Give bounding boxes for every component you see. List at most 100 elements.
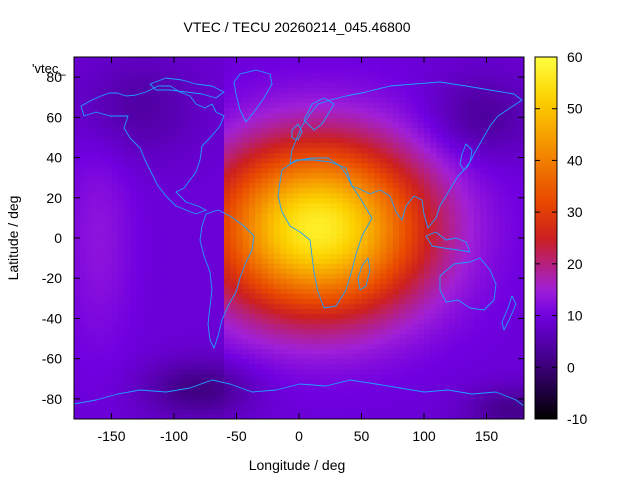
heatmap-cell (267, 373, 275, 380)
heatmap-cell (467, 112, 475, 118)
heatmap-cell (499, 368, 506, 375)
heatmap-cell (405, 268, 413, 274)
heatmap-cell (486, 137, 494, 144)
heatmap-cell (299, 197, 306, 204)
heatmap-cell (249, 72, 256, 78)
heatmap-cell (267, 308, 275, 315)
heatmap-cell (74, 333, 81, 340)
heatmap-cell (286, 288, 294, 294)
heatmap-cell (249, 263, 256, 269)
heatmap-cell (267, 147, 275, 154)
heatmap-cell (180, 217, 188, 224)
heatmap-cell (505, 328, 513, 335)
heatmap-cell (161, 243, 169, 249)
heatmap-cell (361, 147, 369, 154)
heatmap-cell (167, 358, 175, 365)
heatmap-cell (230, 368, 238, 375)
heatmap-cell (480, 102, 488, 108)
heatmap-cell (430, 112, 438, 118)
heatmap-cell (199, 212, 206, 219)
heatmap-cell (392, 318, 400, 325)
heatmap-cell (374, 278, 381, 284)
heatmap-cell (305, 373, 313, 380)
heatmap-cell (442, 107, 450, 113)
heatmap-cell (261, 77, 269, 83)
heatmap-cell (380, 293, 388, 299)
heatmap-cell (99, 358, 106, 365)
heatmap-cell (149, 107, 156, 113)
heatmap-cell (317, 273, 325, 279)
heatmap-cell (180, 117, 188, 123)
heatmap-cell (436, 353, 444, 360)
heatmap-cell (186, 243, 194, 249)
heatmap-cell (424, 308, 431, 315)
heatmap-cell (492, 117, 500, 123)
heatmap-cell (367, 323, 375, 330)
heatmap-cell (167, 373, 175, 380)
heatmap-cell (86, 388, 94, 395)
heatmap-cell (242, 92, 250, 98)
heatmap-cell (99, 378, 106, 385)
heatmap-cell (380, 117, 388, 123)
heatmap-cell (174, 363, 181, 370)
heatmap-cell (74, 293, 81, 299)
heatmap-cell (174, 122, 181, 128)
heatmap-cell (74, 112, 81, 118)
heatmap-cell (242, 308, 250, 315)
heatmap-cell (99, 253, 106, 259)
heatmap-cell (142, 187, 150, 194)
heatmap-cell (224, 222, 231, 229)
heatmap-cell (361, 112, 369, 118)
heatmap-cell (136, 202, 144, 209)
heatmap-cell (461, 212, 469, 219)
heatmap-cell (136, 212, 144, 219)
heatmap-cell (180, 263, 188, 269)
heatmap-cell (80, 253, 88, 259)
heatmap-cell (324, 353, 331, 360)
heatmap-cell (211, 147, 219, 154)
heatmap-cell (467, 388, 475, 395)
heatmap-cell (480, 212, 488, 219)
heatmap-cell (167, 383, 175, 390)
heatmap-cell (180, 303, 188, 309)
heatmap-cell (430, 107, 438, 113)
heatmap-cell (367, 167, 375, 174)
heatmap-cell (280, 87, 288, 93)
heatmap-cell (92, 127, 100, 134)
heatmap-cell (117, 248, 125, 254)
heatmap-cell (474, 388, 481, 395)
heatmap-cell (442, 162, 450, 169)
heatmap-cell (274, 268, 281, 274)
heatmap-cell (305, 137, 313, 144)
heatmap-cell (380, 318, 388, 325)
heatmap-cell (442, 87, 450, 93)
heatmap-cell (324, 187, 331, 194)
heatmap-cell (336, 263, 344, 269)
heatmap-cell (424, 263, 431, 269)
heatmap-cell (449, 127, 456, 134)
heatmap-cell (355, 182, 363, 189)
heatmap-cell (105, 373, 113, 380)
heatmap-cell (149, 137, 156, 144)
heatmap-cell (405, 283, 413, 289)
heatmap-cell (299, 117, 306, 123)
heatmap-cell (461, 57, 469, 63)
heatmap-cell (436, 253, 444, 259)
heatmap-cell (92, 393, 100, 400)
heatmap-cell (330, 167, 338, 174)
heatmap-cell (499, 398, 506, 405)
heatmap-cell (174, 308, 181, 315)
heatmap-cell (467, 408, 475, 415)
heatmap-cell (405, 62, 413, 68)
heatmap-cell (374, 137, 381, 144)
heatmap-cell (186, 338, 194, 345)
heatmap-cell (99, 97, 106, 103)
heatmap-cell (274, 227, 281, 234)
heatmap-cell (480, 363, 488, 370)
heatmap-cell (405, 383, 413, 390)
heatmap-cell (399, 172, 406, 179)
heatmap-cell (174, 127, 181, 134)
heatmap-cell (330, 137, 338, 144)
heatmap-cell (117, 162, 125, 169)
heatmap-cell (149, 363, 156, 370)
